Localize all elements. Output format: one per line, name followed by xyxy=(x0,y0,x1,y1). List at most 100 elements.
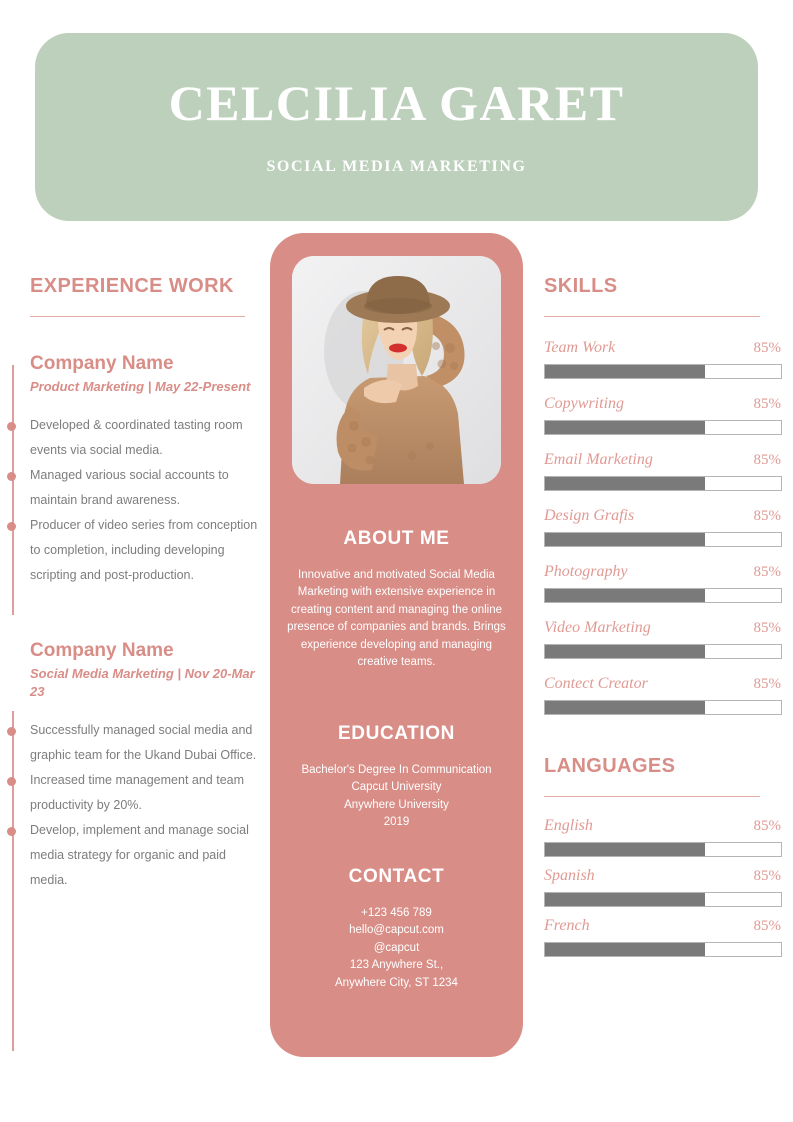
skills-heading: SKILLS xyxy=(544,275,618,297)
list-item: Increased time management and team produ… xyxy=(6,768,262,818)
skill-progress-fill xyxy=(545,477,706,490)
skills-column: SKILLS Team Work 85% Copywriting 85% Ema… xyxy=(544,275,784,967)
list-item: Producer of video series from conception… xyxy=(6,513,262,588)
skill-percent: 85% xyxy=(753,676,782,692)
contact-address-line-2: Anywhere City, ST 1234 xyxy=(335,976,458,989)
about-me-paragraph: Innovative and motivated Social Media Ma… xyxy=(287,569,506,669)
language-header: English 85% xyxy=(544,817,784,835)
bullet-text: Managed various social accounts to maint… xyxy=(30,468,229,508)
timeline-line-2 xyxy=(12,711,14,1051)
language-row: Spanish 85% xyxy=(544,867,784,907)
education-line: Anywhere University xyxy=(344,798,449,811)
skills-divider xyxy=(544,316,760,317)
skill-progress-fill xyxy=(545,421,706,434)
list-item: Managed various social accounts to maint… xyxy=(6,463,262,513)
bullet-text: Increased time management and team produ… xyxy=(30,773,245,813)
language-label: French xyxy=(544,917,590,934)
bullet-text: Developed & coordinated tasting room eve… xyxy=(30,418,243,458)
skill-label: Design Grafis xyxy=(544,507,635,524)
skill-row: Copywriting 85% xyxy=(544,395,784,435)
avatar xyxy=(292,256,501,484)
skill-header: Team Work 85% xyxy=(544,339,784,357)
language-progress-fill xyxy=(545,943,706,956)
timeline-dot-icon xyxy=(6,827,16,837)
contact-heading: CONTACT xyxy=(348,866,445,887)
language-progress-bar xyxy=(544,942,782,957)
bullet-text: Develop, implement and manage social med… xyxy=(30,823,249,888)
list-item: Successfully managed social media and gr… xyxy=(6,718,262,768)
language-progress-bar xyxy=(544,892,782,907)
skill-percent: 85% xyxy=(753,452,782,468)
experience-divider xyxy=(30,316,245,317)
skill-progress-bar xyxy=(544,364,782,379)
language-percent: 85% xyxy=(753,918,782,934)
job-role-dates: Social Media Marketing | Nov 20-Mar 23 xyxy=(30,666,255,699)
job-bullet-list: Developed & coordinated tasting room eve… xyxy=(6,413,262,588)
skill-label: Video Marketing xyxy=(544,619,651,636)
education-line: 2019 xyxy=(383,816,410,829)
timeline-dot-icon xyxy=(6,422,16,432)
about-me-heading: ABOUT ME xyxy=(343,528,450,549)
skill-progress-fill xyxy=(545,365,706,378)
job-role-dates: Product Marketing | May 22-Present xyxy=(30,378,251,394)
experience-column: EXPERIENCE WORK Company Name Product Mar… xyxy=(0,275,262,1051)
skill-row: Team Work 85% xyxy=(544,339,784,379)
skill-percent: 85% xyxy=(753,508,782,524)
skill-progress-bar xyxy=(544,420,782,435)
header-banner: CELCILIA GARET SOCIAL MEDIA MARKETING xyxy=(35,33,758,221)
skill-percent: 85% xyxy=(753,340,782,356)
timeline-dot-icon xyxy=(6,472,16,482)
languages-heading: LANGUAGES xyxy=(544,755,676,777)
contact-social-handle[interactable]: @capcut xyxy=(373,941,420,954)
skill-label: Email Marketing xyxy=(544,451,653,468)
skill-progress-fill xyxy=(545,645,706,658)
skill-label: Copywriting xyxy=(544,395,625,412)
skill-row: Design Grafis 85% xyxy=(544,507,784,547)
language-progress-bar xyxy=(544,842,782,857)
language-header: French 85% xyxy=(544,917,784,935)
skill-percent: 85% xyxy=(753,620,782,636)
timeline-dot-icon xyxy=(6,777,16,787)
experience-timeline: Company Name Product Marketing | May 22-… xyxy=(0,353,262,1051)
education-section: EDUCATION Bachelor's Degree In Communica… xyxy=(280,723,513,832)
job-company-name: Company Name xyxy=(30,353,174,374)
header-subtitle: SOCIAL MEDIA MARKETING xyxy=(266,158,527,175)
language-row: English 85% xyxy=(544,817,784,857)
skill-label: Contect Creator xyxy=(544,675,648,692)
skill-label: Photography xyxy=(544,563,628,580)
skill-progress-fill xyxy=(545,533,706,546)
skill-progress-bar xyxy=(544,532,782,547)
skills-list: Team Work 85% Copywriting 85% Email Mark… xyxy=(544,339,784,715)
skill-header: Design Grafis 85% xyxy=(544,507,784,525)
contact-address-line-1: 123 Anywhere St., xyxy=(349,959,444,972)
language-progress-fill xyxy=(545,893,706,906)
skill-progress-fill xyxy=(545,589,706,602)
language-label: Spanish xyxy=(544,867,595,884)
contact-phone[interactable]: +123 456 789 xyxy=(361,907,432,919)
about-me-section: ABOUT ME Innovative and motivated Social… xyxy=(280,528,513,672)
skill-header: Photography 85% xyxy=(544,563,784,581)
language-header: Spanish 85% xyxy=(544,867,784,885)
education-line: Capcut University xyxy=(351,781,442,794)
contact-details: +123 456 789 hello@capcut.com @capcut 12… xyxy=(280,905,513,992)
language-percent: 85% xyxy=(753,868,782,884)
skill-row: Video Marketing 85% xyxy=(544,619,784,659)
experience-heading: EXPERIENCE WORK xyxy=(30,275,234,297)
job-bullet-list: Successfully managed social media and gr… xyxy=(6,718,262,893)
skill-label: Team Work xyxy=(544,339,616,356)
languages-divider xyxy=(544,796,760,797)
about-me-text: Innovative and motivated Social Media Ma… xyxy=(280,567,513,672)
language-percent: 85% xyxy=(753,818,782,834)
bullet-text: Producer of video series from conception… xyxy=(30,518,258,583)
skill-progress-fill xyxy=(545,701,706,714)
skill-row: Email Marketing 85% xyxy=(544,451,784,491)
skill-header: Video Marketing 85% xyxy=(544,619,784,637)
experience-item: Company Name Social Media Marketing | No… xyxy=(6,640,262,893)
contact-email[interactable]: hello@capcut.com xyxy=(349,924,444,937)
skill-header: Contect Creator 85% xyxy=(544,675,784,693)
job-company-name: Company Name xyxy=(30,640,174,662)
skill-percent: 85% xyxy=(753,396,782,412)
list-item: Develop, implement and manage social med… xyxy=(6,818,262,893)
portrait-photo-icon xyxy=(292,256,501,484)
